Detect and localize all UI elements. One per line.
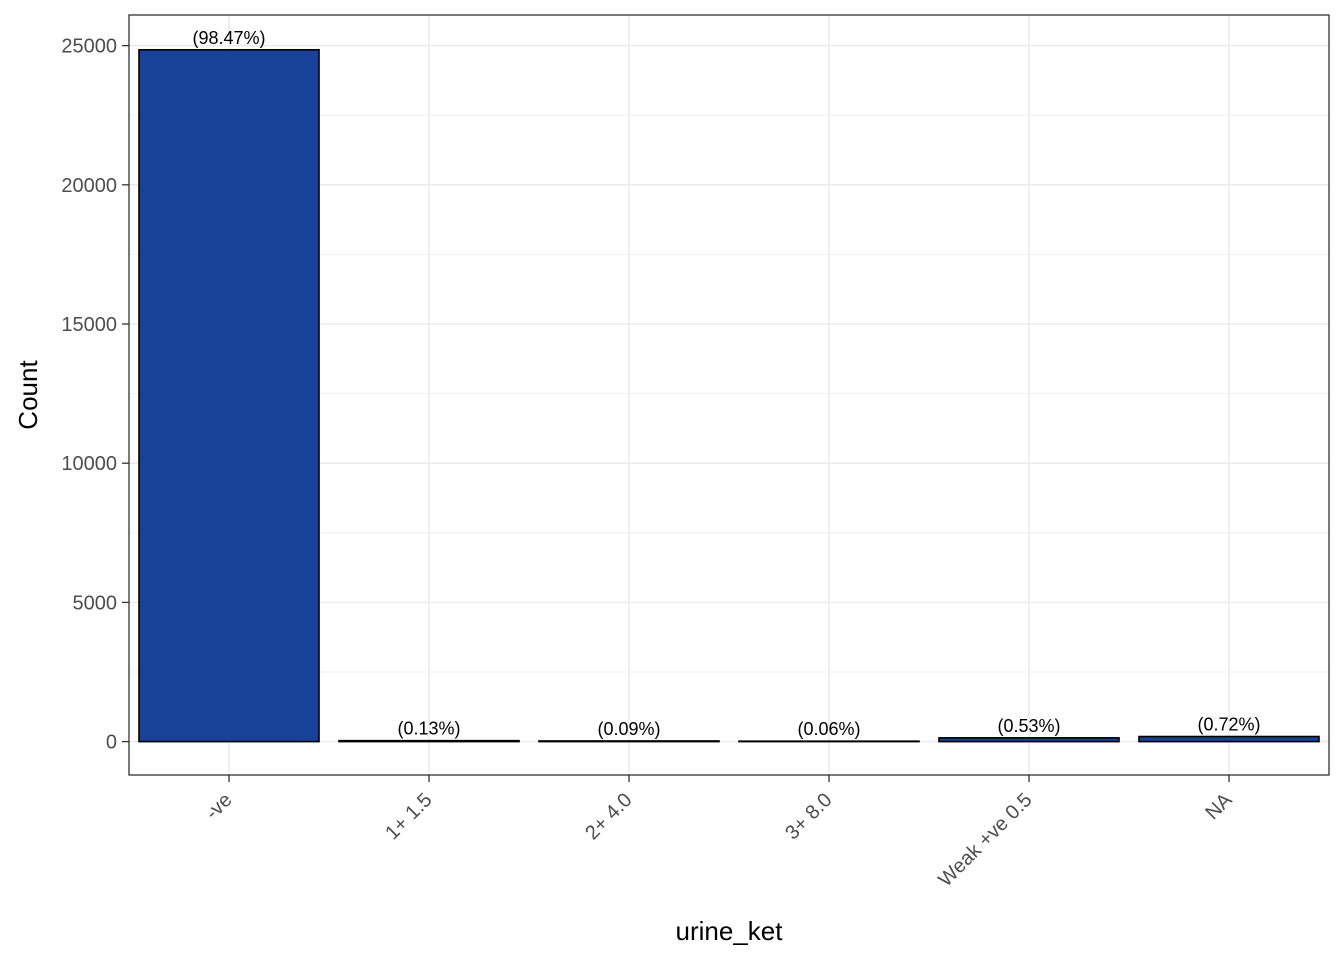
x-tick-label: 1+ 1.5 <box>381 789 436 844</box>
bar-data-label: (0.72%) <box>1197 715 1260 735</box>
x-tick-label: NA <box>1201 789 1237 825</box>
y-tick-label: 5000 <box>73 592 118 614</box>
bar <box>538 740 720 743</box>
panel-border <box>128 14 1330 776</box>
y-tick-label: 25000 <box>61 36 117 58</box>
x-axis: -ve 1+ 1.5 2+ 4.0 3+ 8.0 Weak +ve 0.5 NA <box>201 775 1237 891</box>
y-axis: 0 5000 10000 15000 20000 25000 <box>61 36 129 754</box>
x-tick-label: Weak +ve 0.5 <box>934 789 1036 891</box>
y-tick-label: 0 <box>106 732 117 754</box>
bar <box>1138 735 1320 743</box>
x-axis-title: urine_ket <box>676 916 784 946</box>
x-tick-label: 2+ 4.0 <box>581 789 636 844</box>
bar-data-label: (0.06%) <box>797 719 860 739</box>
bar <box>338 739 520 743</box>
x-tick-label: -ve <box>201 789 236 824</box>
bars <box>138 48 1320 743</box>
data-labels: (98.47%) (0.13%) (0.09%) (0.06%) (0.53%) (0.7… <box>192 28 1260 739</box>
y-tick-label: 10000 <box>61 453 117 475</box>
bar-data-label: (0.53%) <box>997 716 1060 736</box>
y-tick-label: 15000 <box>61 314 117 336</box>
y-axis-title: Count <box>13 360 43 430</box>
y-tick-label: 20000 <box>61 175 117 197</box>
bar-data-label: (98.47%) <box>192 28 265 48</box>
bar-data-label: (0.09%) <box>597 719 660 739</box>
x-tick-label: 3+ 8.0 <box>781 789 836 844</box>
bar <box>138 48 320 743</box>
bar <box>938 737 1120 743</box>
bar-data-label: (0.13%) <box>397 719 460 739</box>
